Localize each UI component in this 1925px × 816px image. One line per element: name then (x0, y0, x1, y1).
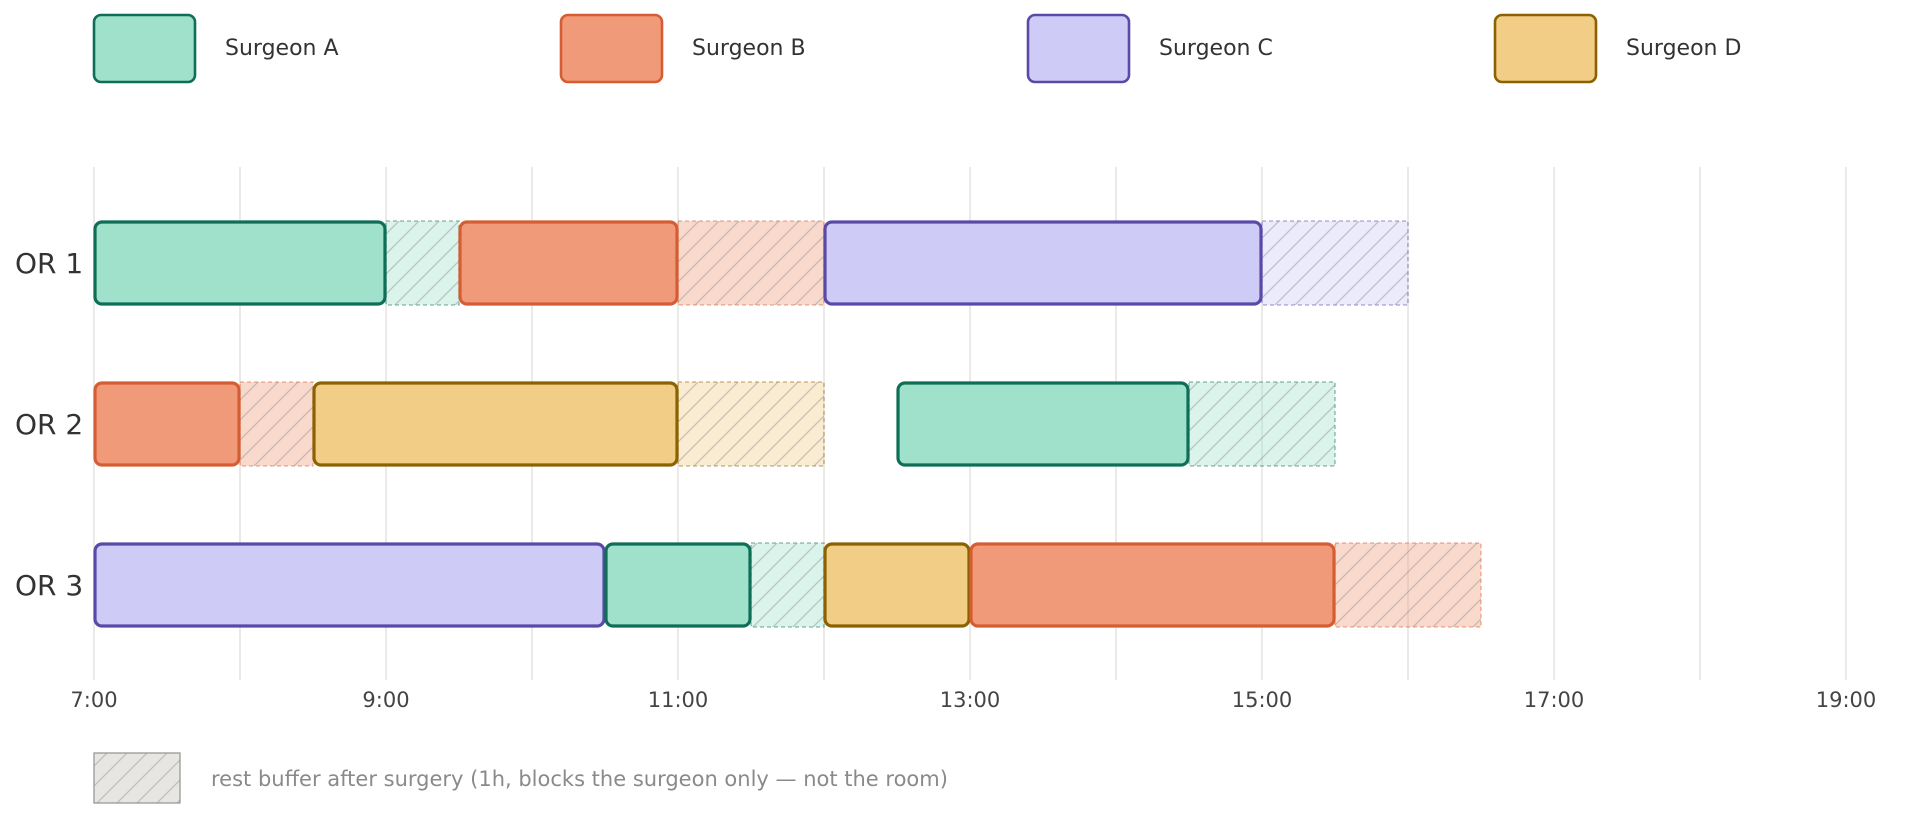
buffer-hatch (1189, 382, 1335, 466)
surgery-bar (823, 542, 971, 628)
buffer-note-text: rest buffer after surgery (1h, blocks th… (211, 767, 948, 791)
schedule-bars (93, 220, 1482, 628)
buffer-hatch (240, 382, 313, 466)
surgery-bar (458, 220, 679, 306)
x-tick-label: 9:00 (362, 688, 409, 712)
x-axis-ticks: 7:00 9:00 11:00 13:00 15:00 17:00 19:00 (70, 688, 1876, 712)
legend-label: Surgeon C (1159, 36, 1273, 61)
surgery-bar (93, 542, 606, 628)
legend-label: Surgeon B (692, 36, 806, 61)
x-tick-label: 13:00 (940, 688, 1001, 712)
buffer-hatch (1262, 221, 1408, 305)
room-label: OR 3 (15, 569, 83, 602)
surgery-bar (896, 381, 1190, 467)
legend: Surgeon A Surgeon B Surgeon C Surgeon D (92, 13, 1741, 84)
legend-swatch (92, 13, 197, 84)
surgery-bar (312, 381, 679, 467)
buffer-note-swatch-hatch (94, 753, 180, 803)
surgery-bar (969, 542, 1336, 628)
buffer-hatch (386, 221, 459, 305)
legend-swatch (559, 13, 664, 84)
x-tick-label: 19:00 (1816, 688, 1877, 712)
room-label: OR 2 (15, 408, 83, 441)
legend-label: Surgeon D (1626, 36, 1741, 61)
legend-swatch (1026, 13, 1131, 84)
legend-swatch (1493, 13, 1598, 84)
buffer-hatch (751, 543, 824, 627)
buffer-hatch (678, 221, 824, 305)
legend-label: Surgeon A (225, 36, 339, 61)
surgery-bar (823, 220, 1263, 306)
x-tick-label: 15:00 (1232, 688, 1293, 712)
buffer-note: rest buffer after surgery (1h, blocks th… (93, 752, 948, 804)
room-label: OR 1 (15, 247, 83, 280)
buffer-hatch (678, 382, 824, 466)
surgery-bar (93, 381, 241, 467)
room-labels: OR 1 OR 2 OR 3 (15, 247, 83, 602)
buffer-hatch (1335, 543, 1481, 627)
x-tick-label: 7:00 (70, 688, 117, 712)
surgery-bar (604, 542, 752, 628)
x-tick-label: 17:00 (1524, 688, 1585, 712)
x-tick-label: 11:00 (648, 688, 709, 712)
surgery-bar (93, 220, 387, 306)
